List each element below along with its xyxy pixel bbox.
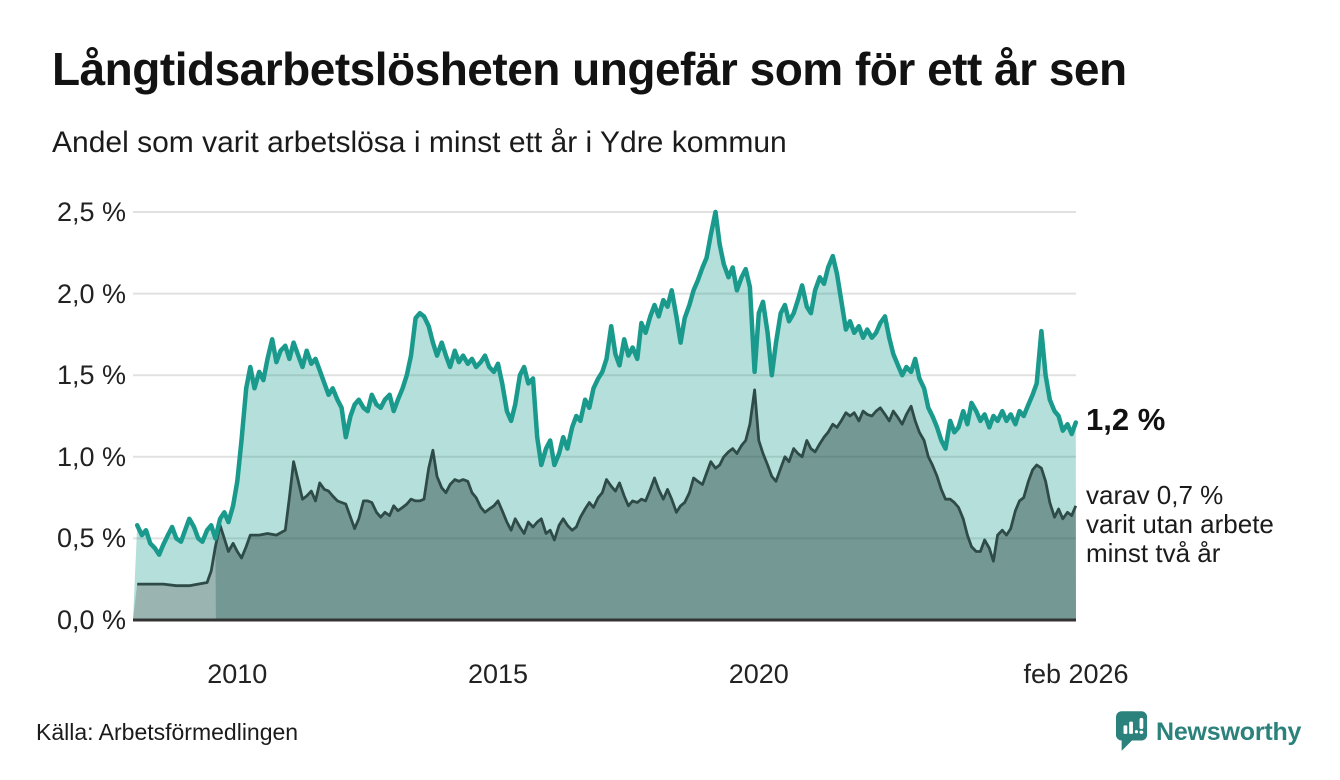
y-axis-tick-label: 1,5 %	[56, 360, 126, 391]
x-axis-tick-label: feb 2026	[1023, 659, 1129, 689]
y-axis-tick-label: 2,5 %	[56, 197, 126, 227]
x-axis-tick-label: 2015	[467, 659, 529, 689]
y-axis-tick-label: 2,0 %	[56, 278, 126, 309]
chart-subtitle: Andel som varit arbetslösa i minst ett å…	[52, 126, 787, 159]
end-value-label-one-year: 1,2 %	[1086, 402, 1166, 437]
y-axis-tick-label: 1,0 %	[56, 441, 126, 472]
area-two-years	[133, 389, 1076, 620]
end-value-line1: varav 0,7 %	[1086, 480, 1224, 510]
newsworthy-wordmark: Newsworthy	[1156, 718, 1302, 746]
page-title: Långtidsarbetslösheten ungefär som för e…	[52, 43, 1127, 95]
series-two-years-line	[137, 388, 1078, 588]
newsworthy-logo: Newsworthy	[1116, 710, 1301, 754]
x-axis-tick-label: 2010	[207, 659, 268, 689]
end-value-line3: minst två år	[1086, 538, 1221, 568]
newsworthy-bubble-icon	[1116, 711, 1148, 751]
end-value-label-two-years: varav 0,7 % varit utan arbete minst två …	[1086, 481, 1274, 568]
series-one-year-line	[134, 209, 1079, 557]
y-axis-tick-label: 0,0 %	[56, 605, 126, 635]
x-axis-tick-label: 2020	[728, 659, 789, 689]
area-early-overlay	[133, 546, 216, 620]
source-attribution: Källa: Arbetsförmedlingen	[36, 719, 299, 745]
area-one-year	[133, 212, 1076, 620]
end-value-line2: varit utan arbete	[1086, 509, 1274, 539]
y-axis-tick-label: 0,5 %	[56, 523, 126, 554]
